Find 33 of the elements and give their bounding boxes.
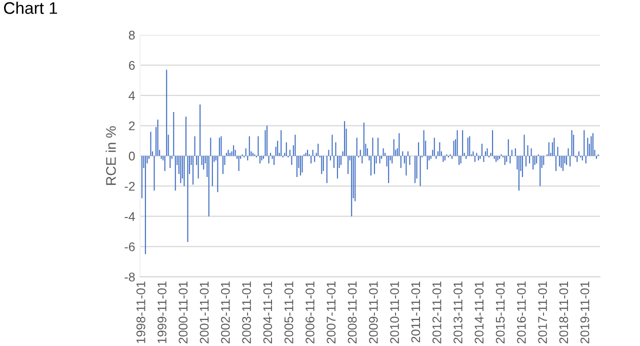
y-axis-title: RCE in % bbox=[106, 126, 116, 185]
y-tick-label: 8 bbox=[128, 30, 135, 40]
y-tick-label: -6 bbox=[124, 242, 135, 252]
x-tick-label: 2002-11-01 bbox=[220, 282, 230, 344]
x-tick-label: 2012-11-01 bbox=[432, 282, 442, 344]
y-tick-label: 6 bbox=[128, 60, 135, 70]
x-tick-label: 2000-11-01 bbox=[178, 282, 188, 344]
x-tick-label: 2015-11-01 bbox=[496, 282, 505, 344]
y-tick-label: 2 bbox=[128, 121, 135, 130]
x-tick-label: 2010-11-01 bbox=[390, 282, 399, 344]
x-tick-label: 2016-11-01 bbox=[516, 282, 526, 344]
x-tick-label: 2007-11-01 bbox=[326, 282, 336, 344]
x-tick-label: 2017-11-01 bbox=[538, 282, 547, 344]
x-tick-label: 2004-11-01 bbox=[263, 282, 272, 344]
x-tick-label: 2018-11-01 bbox=[559, 282, 568, 344]
x-tick-label: 2003-11-01 bbox=[242, 282, 251, 344]
x-tick-label: 1998-11-01 bbox=[136, 282, 146, 344]
x-tick-label: 2008-11-01 bbox=[348, 282, 357, 344]
y-tick-label: 0 bbox=[128, 152, 135, 161]
x-tick-label: 2013-11-01 bbox=[454, 282, 462, 344]
x-tick-label: 1999-11-01 bbox=[158, 282, 166, 344]
y-tick-label: -2 bbox=[124, 182, 135, 191]
x-tick-label: 2014-11-01 bbox=[474, 282, 484, 344]
x-tick-label: 2006-11-01 bbox=[306, 282, 314, 344]
y-tick-label: 4 bbox=[128, 91, 135, 100]
x-tick-label: 2005-11-01 bbox=[284, 282, 294, 344]
y-tick-label: -8 bbox=[124, 272, 135, 282]
chart-title: Chart 1 bbox=[4, 2, 58, 14]
x-tick-label: 2009-11-01 bbox=[368, 282, 378, 344]
x-tick-label: 2011-11-01 bbox=[411, 282, 420, 342]
y-tick-label: -4 bbox=[124, 212, 135, 221]
x-tick-label: 2001-11-01 bbox=[200, 282, 209, 344]
x-tick-label: 2019-11-01 bbox=[580, 282, 590, 344]
